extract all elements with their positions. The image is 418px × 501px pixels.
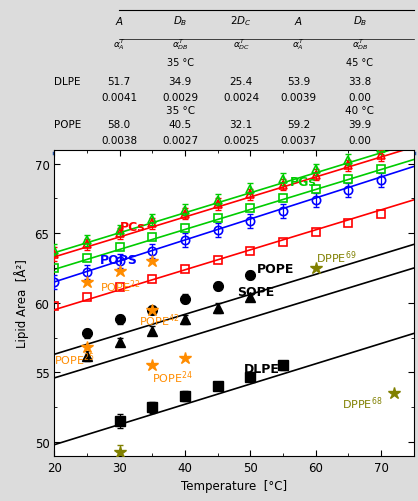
Text: DLPE$^{70}$: DLPE$^{70}$ <box>0 500 1 501</box>
Text: 0.0038: 0.0038 <box>101 135 137 145</box>
Text: 0.0029: 0.0029 <box>162 93 198 103</box>
Text: 0.00: 0.00 <box>349 164 371 174</box>
Text: 0.0027: 0.0027 <box>162 135 198 145</box>
Text: 25.4: 25.4 <box>229 77 253 87</box>
Text: POPE: POPE <box>257 262 294 275</box>
Text: 33.8: 33.8 <box>348 77 372 87</box>
Text: POPE$^{22}$: POPE$^{22}$ <box>100 278 140 295</box>
Text: 32.1: 32.1 <box>229 119 253 129</box>
Text: POPE: POPE <box>54 119 82 129</box>
Text: 0.0026: 0.0026 <box>223 164 259 174</box>
Text: DPPE$^{69}$: DPPE$^{69}$ <box>316 249 356 266</box>
Text: 0.0039: 0.0039 <box>101 164 137 174</box>
Text: 0.0037: 0.0037 <box>281 135 317 145</box>
Text: 0.0025: 0.0025 <box>223 135 259 145</box>
Text: 57.8: 57.8 <box>287 150 311 160</box>
Text: 35 °C: 35 °C <box>166 106 195 116</box>
Text: 0.0038: 0.0038 <box>281 164 317 174</box>
Text: 53.9: 53.9 <box>287 77 311 87</box>
Text: 0.0041: 0.0041 <box>101 93 137 103</box>
Text: $D_B$: $D_B$ <box>173 14 187 28</box>
Text: $\alpha_{DB}^T$: $\alpha_{DB}^T$ <box>172 37 189 52</box>
Text: 51.7: 51.7 <box>107 77 131 87</box>
Text: $2D_C$: $2D_C$ <box>230 14 252 28</box>
Text: 0.0028: 0.0028 <box>162 164 198 174</box>
Text: 0.00: 0.00 <box>349 135 371 145</box>
Text: 40.5: 40.5 <box>168 119 192 129</box>
Text: $A$: $A$ <box>294 15 303 27</box>
Text: DPPE$^{68}$: DPPE$^{68}$ <box>342 395 382 411</box>
Text: 0.00: 0.00 <box>349 93 371 103</box>
Text: $D_B$: $D_B$ <box>353 14 367 28</box>
Text: $A$: $A$ <box>115 15 123 27</box>
Text: 35 °C: 35 °C <box>167 58 194 68</box>
Text: 56.8: 56.8 <box>107 150 131 160</box>
Text: POPE$^{25}$: POPE$^{25}$ <box>54 350 95 367</box>
Text: 40 °C: 40 °C <box>345 106 375 116</box>
Text: 42.6: 42.6 <box>348 150 372 160</box>
Text: DLPE: DLPE <box>244 362 280 375</box>
Text: 34.5: 34.5 <box>229 150 253 160</box>
Text: $\alpha_{DB}^T$: $\alpha_{DB}^T$ <box>352 37 368 52</box>
Text: DLPE: DLPE <box>54 77 81 87</box>
X-axis label: Temperature  [°C]: Temperature [°C] <box>181 479 287 492</box>
Text: 34.9: 34.9 <box>168 77 192 87</box>
Text: $\alpha_{DC}^T$: $\alpha_{DC}^T$ <box>233 37 250 52</box>
Text: $\alpha_A^T$: $\alpha_A^T$ <box>113 37 125 52</box>
Text: PGs: PGs <box>290 176 316 189</box>
Text: 39.9: 39.9 <box>348 119 372 129</box>
Text: POPS: POPS <box>100 254 138 267</box>
Text: $\alpha_A^T$: $\alpha_A^T$ <box>293 37 305 52</box>
Text: 43.1: 43.1 <box>168 150 192 160</box>
Text: SOPE: SOPE <box>237 286 275 299</box>
Text: SOPE: SOPE <box>54 150 82 160</box>
Text: 58.0: 58.0 <box>107 119 130 129</box>
Text: PCs: PCs <box>120 220 145 233</box>
Text: 0.0039: 0.0039 <box>281 93 317 103</box>
Y-axis label: Lipid Area  [Å²]: Lipid Area [Å²] <box>14 259 29 348</box>
Text: 59.2: 59.2 <box>287 119 311 129</box>
Text: POPE$^{24}$: POPE$^{24}$ <box>153 369 193 385</box>
Text: POPE$^{42}$: POPE$^{42}$ <box>139 312 180 328</box>
Text: 45 °C: 45 °C <box>347 58 373 68</box>
Text: 0.0024: 0.0024 <box>223 93 259 103</box>
